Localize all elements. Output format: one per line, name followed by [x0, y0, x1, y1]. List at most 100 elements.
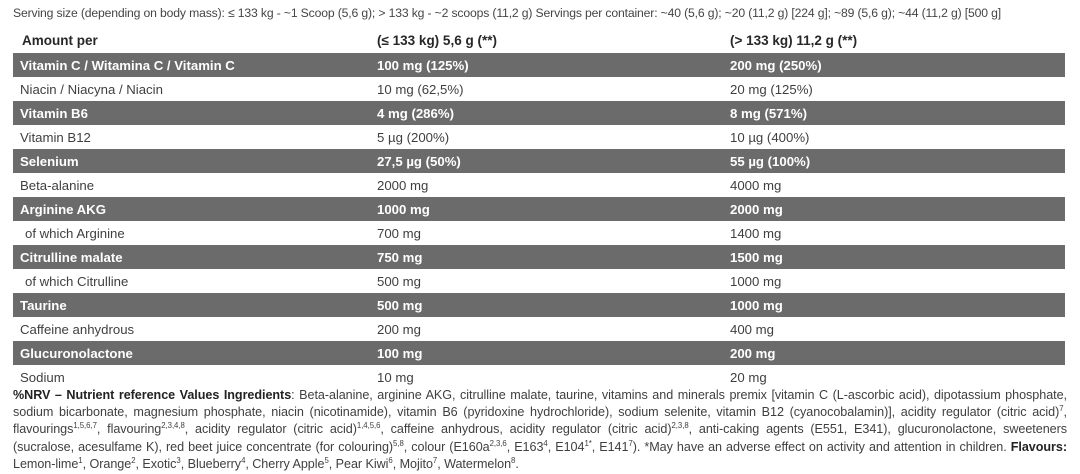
- footer-bold-label: %NRV – Nutrient reference Values Ingredi…: [13, 388, 292, 402]
- table-row: Glucuronolactone 100 mg 200 mg: [13, 341, 1065, 365]
- header-large-serving: (> 133 kg) 11,2 g (**): [730, 32, 858, 48]
- footnote-superscript: 5: [324, 455, 329, 465]
- amount-large-serving: 55 µg (100%): [730, 153, 811, 169]
- amount-small-serving: 750 mg: [377, 249, 423, 265]
- table-row: Selenium 27,5 µg (50%) 55 µg (100%): [13, 149, 1065, 173]
- amount-small-serving: 100 mg: [377, 345, 423, 361]
- footer-text: , Orange: [82, 456, 132, 471]
- table-row: Arginine AKG 1000 mg 2000 mg: [13, 197, 1065, 221]
- amount-small-serving: 500 mg: [377, 273, 421, 289]
- table-row: Vitamin B12 5 µg (200%) 10 µg (400%): [13, 125, 1065, 149]
- footnote-superscript: 2: [131, 455, 136, 465]
- footer-text: , colour (E160a: [403, 439, 490, 454]
- amount-small-serving: 200 mg: [377, 321, 421, 337]
- amount-large-serving: 20 mg (125%): [730, 81, 813, 97]
- footnote-superscript: 7: [1059, 404, 1064, 414]
- footnote-superscript: 1*: [584, 438, 592, 448]
- nutrient-name: Vitamin C / Witamina C / Vitamin C: [20, 57, 235, 73]
- header-small-serving: (≤ 133 kg) 5,6 g (**): [377, 32, 497, 48]
- table-row: Taurine 500 mg 1000 mg: [13, 293, 1065, 317]
- table-row: Citrulline malate 750 mg 1500 mg: [13, 245, 1065, 269]
- table-row: Beta-alanine 2000 mg 4000 mg: [13, 173, 1065, 197]
- amount-small-serving: 4 mg (286%): [377, 105, 454, 121]
- nutrient-name: Beta-alanine: [20, 177, 95, 193]
- amount-small-serving: 1000 mg: [377, 201, 430, 217]
- nutrient-name: Glucuronolactone: [20, 345, 133, 361]
- amount-large-serving: 400 mg: [730, 321, 774, 337]
- amount-large-serving: 20 mg: [730, 369, 767, 385]
- header-amount-per: Amount per: [22, 32, 98, 48]
- ingredients-paragraph: %NRV – Nutrient reference Values Ingredi…: [13, 387, 1067, 473]
- amount-large-serving: 1500 mg: [730, 249, 783, 265]
- serving-size-line: Serving size (depending on body mass): ≤…: [13, 6, 1001, 20]
- footer-text: , anti-caking agents (E551, E341), glucu…: [13, 422, 1067, 454]
- amount-large-serving: 200 mg (250%): [730, 57, 822, 73]
- footer-text: , Pear Kiwi: [328, 456, 389, 471]
- amount-large-serving: 1000 mg: [730, 297, 783, 313]
- footer-text: , caffeine anhydrous, acidity regulator …: [380, 422, 672, 437]
- footer-text: , Mojito: [392, 456, 433, 471]
- footnote-superscript: 2,3,8: [671, 421, 689, 431]
- footnote-superscript: 2,3,6: [489, 438, 507, 448]
- table-row: Vitamin B6 4 mg (286%) 8 mg (571%): [13, 101, 1065, 125]
- nutrient-name: Sodium: [20, 369, 65, 385]
- footnote-superscript: 1,4,5,6: [356, 421, 381, 431]
- nutrient-name: Vitamin B6: [20, 105, 88, 121]
- footer-text: ). *May have an adverse effect on activi…: [632, 439, 1011, 454]
- footer-text: , E163: [506, 439, 544, 454]
- footer-text: , flavourings: [13, 405, 1067, 437]
- amount-large-serving: 200 mg: [730, 345, 776, 361]
- footnote-superscript: 4: [543, 438, 548, 448]
- nutrient-name: Citrulline malate: [20, 249, 123, 265]
- nutrient-name: Selenium: [20, 153, 79, 169]
- footnote-superscript: 3: [176, 455, 181, 465]
- footnote-superscript: 1,5,6,7: [73, 421, 97, 431]
- footer-text: , Cherry Apple: [245, 456, 325, 471]
- amount-small-serving: 27,5 µg (50%): [377, 153, 461, 169]
- table-row: Niacin / Niacyna / Niacin 10 mg (62,5%) 20…: [13, 77, 1065, 101]
- table-row: Vitamin C / Witamina C / Vitamin C 100 mg…: [13, 53, 1065, 77]
- amount-small-serving: 2000 mg: [377, 177, 429, 193]
- footnote-superscript: 6: [388, 455, 393, 465]
- amount-large-serving: 10 µg (400%): [730, 129, 810, 145]
- nutrient-name: Vitamin B12: [20, 129, 91, 145]
- footnote-superscript: 8: [511, 455, 516, 465]
- footer-text: Lemon-lime: [13, 456, 79, 471]
- table-row: of which Arginine 700 mg 1400 mg: [13, 221, 1065, 245]
- footer-text: , E141: [591, 439, 629, 454]
- nutrient-name: of which Arginine: [25, 225, 125, 241]
- footnote-superscript: 5,8: [393, 438, 404, 448]
- nutrient-name: Arginine AKG: [20, 201, 106, 217]
- footer-text: , Exotic: [135, 456, 177, 471]
- footer-text: : Beta-alanine, arginine AKG, citrulline…: [13, 388, 1068, 420]
- amount-large-serving: 4000 mg: [730, 177, 782, 193]
- footer-text: , E104: [547, 439, 585, 454]
- table-row: of which Citrulline 500 mg 1000 mg: [13, 269, 1065, 293]
- footer-text: , Watermelon: [437, 456, 512, 471]
- table-row: Caffeine anhydrous 200 mg 400 mg: [13, 317, 1065, 341]
- amount-large-serving: 8 mg (571%): [730, 105, 807, 121]
- table-header-row: Amount per (≤ 133 kg) 5,6 g (**) (> 133 …: [13, 27, 1065, 53]
- amount-large-serving: 1000 mg: [730, 273, 782, 289]
- nutrition-table-body: Vitamin C / Witamina C / Vitamin C 100 mg…: [13, 53, 1065, 389]
- amount-small-serving: 700 mg: [377, 225, 421, 241]
- amount-small-serving: 10 mg (62,5%): [377, 81, 464, 97]
- amount-small-serving: 500 mg: [377, 297, 423, 313]
- amount-large-serving: 2000 mg: [730, 201, 783, 217]
- footer-bold-label: Flavours:: [1010, 439, 1067, 454]
- nutrient-name: Niacin / Niacyna / Niacin: [20, 81, 163, 97]
- footer-text: , acidity regulator (citric acid): [184, 422, 357, 437]
- amount-small-serving: 10 mg: [377, 369, 414, 385]
- amount-small-serving: 100 mg (125%): [377, 57, 469, 73]
- table-row: Sodium 10 mg 20 mg: [13, 365, 1065, 389]
- footnote-superscript: 2,3,4,8: [161, 421, 185, 431]
- footnote-superscript: 7: [628, 438, 633, 448]
- amount-large-serving: 1400 mg: [730, 225, 782, 241]
- nutrient-name: Caffeine anhydrous: [20, 321, 135, 337]
- amount-small-serving: 5 µg (200%): [377, 129, 450, 145]
- footer-text: , Blueberry: [180, 456, 242, 471]
- nutrient-name: of which Citrulline: [25, 273, 129, 289]
- footnote-superscript: 4: [241, 455, 246, 465]
- nutrient-name: Taurine: [20, 297, 67, 313]
